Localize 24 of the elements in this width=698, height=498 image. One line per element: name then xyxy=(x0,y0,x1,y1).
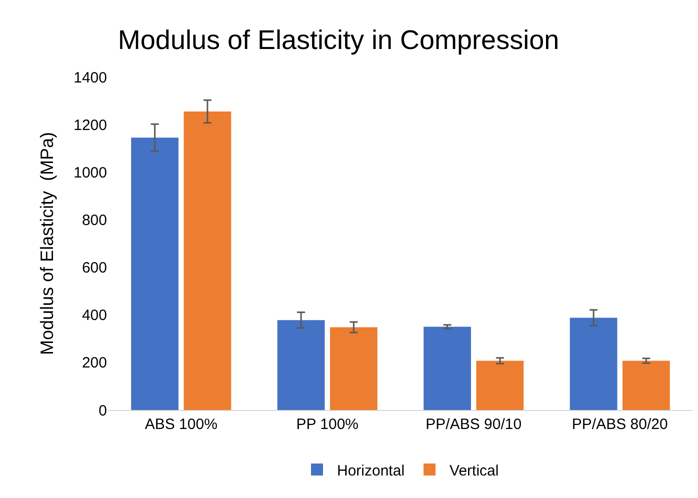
x-tick-label: PP/ABS 80/20 xyxy=(572,416,668,433)
chart-title: Modulus of Elasticity in Compression xyxy=(118,24,560,55)
y-tick-label: 200 xyxy=(82,354,107,372)
bar xyxy=(476,360,524,410)
bar xyxy=(184,111,232,410)
x-tick-label: PP 100% xyxy=(296,416,359,433)
x-tick-label: PP/ABS 90/10 xyxy=(426,416,522,433)
y-tick-label: 1200 xyxy=(74,116,107,134)
bar xyxy=(277,320,325,410)
y-tick-label: 800 xyxy=(82,212,107,229)
bar xyxy=(570,318,618,410)
y-tick-label: 600 xyxy=(82,260,107,277)
y-tick-label: 400 xyxy=(82,307,107,324)
y-tick-label: 1400 xyxy=(74,69,107,86)
y-tick-label: 0 xyxy=(98,402,107,420)
y-axis-title: Modulus of Elasticity (MPa) xyxy=(36,132,57,356)
bar xyxy=(424,326,471,410)
bar xyxy=(131,138,178,410)
x-tick-label: ABS 100% xyxy=(144,416,218,433)
bar xyxy=(330,327,378,410)
y-tick-label: 1000 xyxy=(74,164,107,182)
legend-label: Horizontal xyxy=(337,462,405,480)
legend-label: Vertical xyxy=(450,462,499,480)
bar xyxy=(622,360,670,410)
